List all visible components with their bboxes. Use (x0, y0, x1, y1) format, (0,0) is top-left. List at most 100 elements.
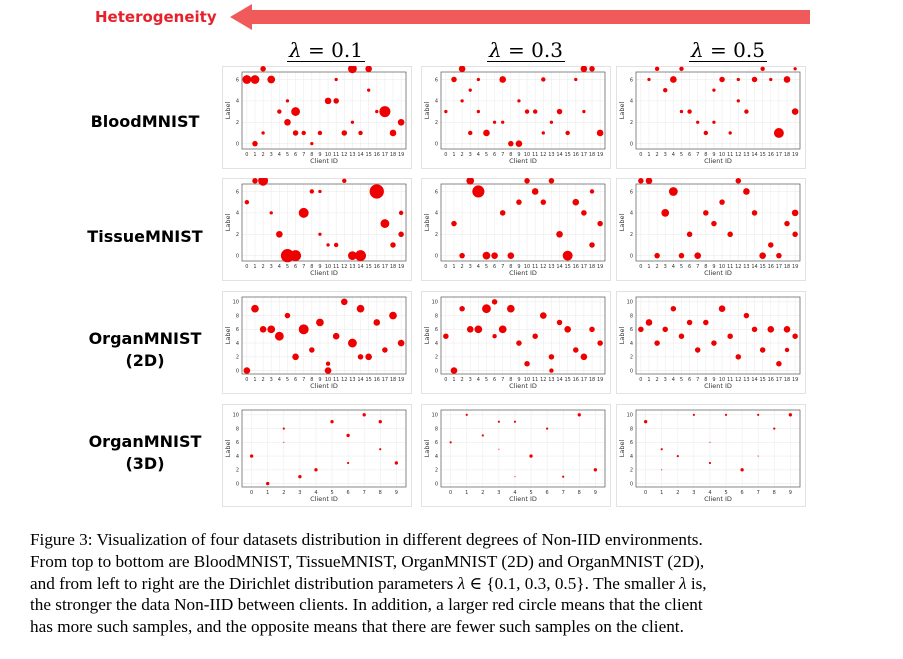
y-axis-label: Label (224, 214, 232, 232)
x-tick-label: 14 (751, 152, 757, 158)
axes-frame (635, 409, 801, 488)
data-point (784, 220, 790, 227)
data-point (773, 427, 776, 430)
y-tick-label: 0 (435, 141, 438, 147)
x-tick-label: 15 (365, 377, 371, 383)
data-point (310, 142, 314, 146)
data-point (492, 333, 497, 339)
x-tick-label: 9 (318, 264, 321, 270)
y-tick-label: 4 (236, 454, 239, 460)
data-point (291, 107, 300, 116)
y-tick-label: 2 (435, 232, 438, 238)
data-point (638, 178, 644, 184)
data-point (397, 339, 405, 347)
data-point (638, 326, 644, 333)
x-tick-label: 0 (250, 490, 253, 496)
scatter-panel-4-1: 0 1 2 3 4 5 6 7 8 9 0 2 4 6 8 10 Client ID Label (222, 404, 412, 507)
x-tick-label: 17 (581, 264, 587, 270)
x-tick-label: 8 (310, 264, 313, 270)
x-tick-label: 18 (390, 377, 396, 383)
x-tick-label: 13 (548, 152, 554, 158)
x-tick-label: 14 (751, 264, 757, 270)
x-tick-label: 5 (485, 264, 488, 270)
data-point (267, 75, 276, 84)
x-tick-label: 1 (253, 377, 256, 383)
x-tick-label: 6 (493, 264, 496, 270)
row-label-organmnist-3d: OrganMNIST (3D) (88, 432, 202, 473)
x-tick-label: 14 (357, 377, 363, 383)
scatter-panel-3-2: 0 1 2 3 4 5 6 7 8 9 10 11 12 13 14 15 16 17 18 19 0 2 4 6 8 10 Cli… (421, 291, 611, 394)
x-axis-label: Client ID (704, 382, 732, 390)
x-tick-label: 7 (501, 152, 504, 158)
x-tick-label: 12 (540, 377, 546, 383)
x-tick-label: 15 (759, 264, 765, 270)
data-point (760, 66, 765, 71)
x-tick-label: 8 (704, 264, 707, 270)
x-tick-label: 9 (318, 377, 321, 383)
scatter-plot: 0 1 2 3 4 5 6 7 8 9 10 11 12 13 14 15 16 17 18 190246810Cli… (222, 291, 412, 394)
x-tick-label: 8 (704, 377, 707, 383)
x-tick-label: 9 (712, 264, 715, 270)
data-point (735, 354, 742, 360)
data-point (548, 178, 555, 184)
figure-caption: Figure 3: Visualization of four datasets… (30, 529, 878, 638)
scatter-panel-3-3: 0 1 2 3 4 5 6 7 8 9 10 11 12 13 14 15 16 17 18 19 0 2 4 6 8 10 Cli… (616, 291, 806, 394)
x-tick-label: 8 (773, 490, 776, 496)
x-tick-label: 10 (719, 152, 725, 158)
data-point (358, 130, 363, 136)
x-tick-label: 14 (751, 377, 757, 383)
data-point (676, 454, 679, 458)
data-point (382, 347, 388, 353)
data-point (397, 118, 405, 126)
y-tick-label: 6 (236, 327, 239, 333)
x-tick-label: 16 (768, 152, 774, 158)
y-tick-label: 2 (630, 120, 633, 126)
x-tick-label: 19 (597, 377, 603, 383)
x-tick-label: 4 (477, 152, 480, 158)
axes-frame (440, 71, 606, 150)
x-tick-label: 3 (664, 377, 667, 383)
y-tick-label: 4 (630, 99, 633, 105)
data-point (292, 130, 299, 136)
data-point (727, 333, 733, 339)
y-tick-label: 10 (233, 413, 239, 419)
scatter-plot: 0 1 2 3 4 5 6 7 8 9 0 2 4 6 8 10 Client ID Label (421, 404, 611, 507)
data-point (243, 367, 251, 374)
data-point (325, 361, 331, 366)
data-point (580, 353, 588, 361)
x-tick-label: 6 (688, 264, 691, 270)
data-point (574, 77, 578, 82)
caption-line-4: the stronger the data Non-IID between cl… (30, 595, 703, 615)
data-point (369, 184, 384, 199)
data-point (258, 178, 269, 186)
y-tick-label: 2 (236, 468, 239, 474)
scatter-panel-1-3: 0 1 2 3 4 5 6 7 8 9 10 11 12 13 14 15 16 17 18 19 0 2 4 6 Client… (616, 66, 806, 169)
data-point (492, 120, 497, 124)
panel-frame (616, 178, 806, 281)
data-point (562, 475, 565, 478)
data-point (645, 319, 653, 326)
data-point (292, 353, 299, 361)
data-point (266, 481, 270, 486)
x-tick-label: 8 (310, 377, 313, 383)
panel-frame (616, 291, 806, 394)
axes-frame (635, 183, 801, 262)
data-point (703, 210, 709, 216)
data-point (491, 299, 498, 305)
x-tick-label: 9 (517, 377, 520, 383)
x-tick-label: 4 (672, 377, 675, 383)
x-tick-label: 8 (509, 152, 512, 158)
scatter-plot: 0 1 2 3 4 5 6 7 8 9 0 2 4 6 8 10 Client ID Label (222, 404, 412, 507)
data-point (662, 326, 668, 333)
data-point (499, 210, 506, 216)
data-point (647, 77, 651, 82)
data-point (498, 448, 500, 450)
data-point (497, 420, 500, 423)
axes-frame (440, 183, 606, 262)
x-tick-label: 5 (529, 490, 532, 496)
y-tick-label: 0 (435, 368, 438, 374)
x-tick-label: 18 (784, 377, 790, 383)
data-point (735, 178, 742, 184)
data-point (660, 448, 663, 451)
x-axis-label: Client ID (509, 495, 537, 503)
